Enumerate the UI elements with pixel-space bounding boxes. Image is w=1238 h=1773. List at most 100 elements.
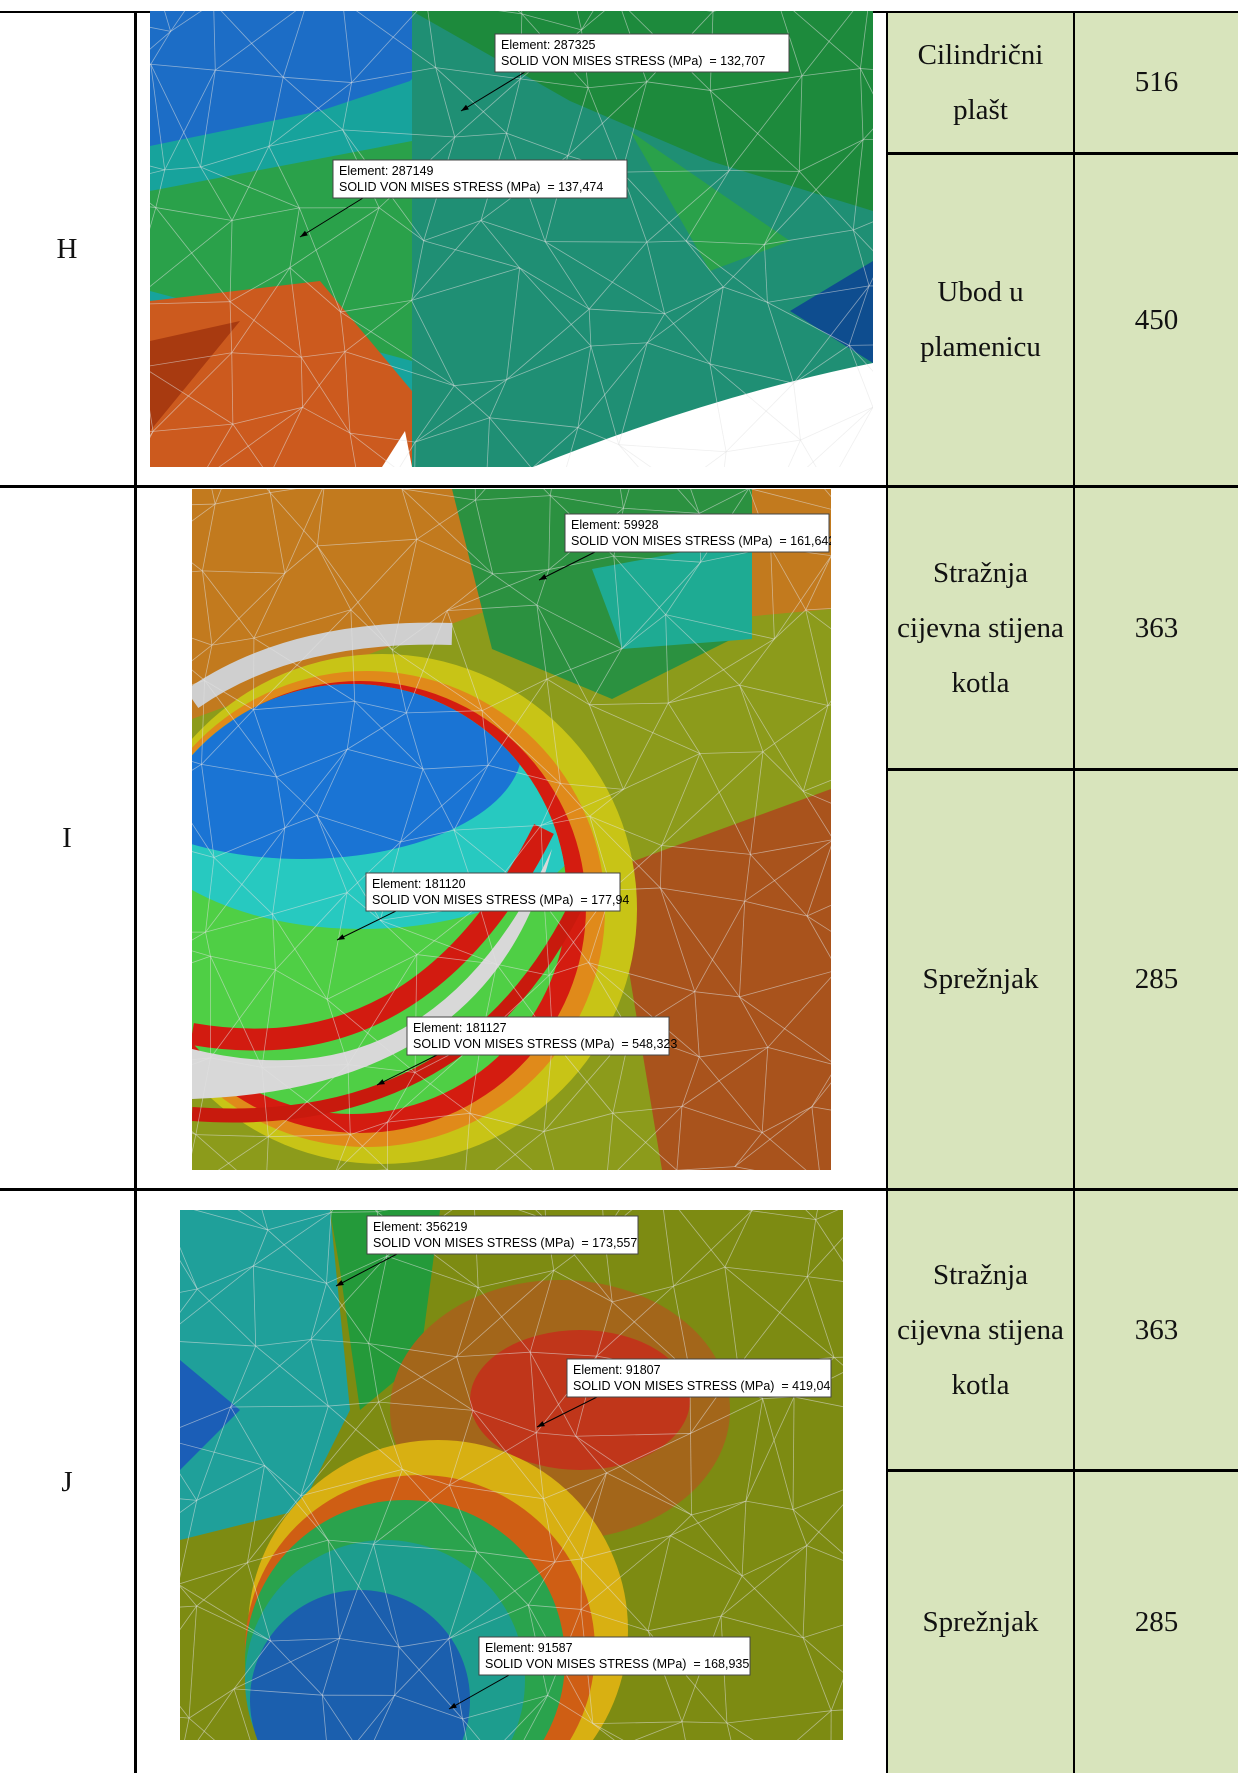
mesh-line [349,432,395,467]
callout-element: Element: 91587 [485,1641,573,1655]
part-name-text: Stražnja cijevna stijena kotla [897,1258,1064,1401]
mesh-line [690,1433,692,1515]
mesh-line [739,685,764,752]
mesh-line [589,702,669,706]
mesh-line [416,905,480,955]
mesh-line [661,753,701,846]
mesh-line [192,637,213,646]
mesh-line [215,69,284,78]
mesh-line [577,345,592,428]
mesh-line [690,1398,763,1434]
mesh-line [331,1211,377,1213]
mesh-line [506,308,590,380]
mesh-line [253,573,286,639]
mesh-line [587,87,623,173]
mesh-line [231,352,234,425]
mesh-line [806,1504,843,1546]
mesh-line [489,417,532,467]
mesh-line [767,302,794,384]
mesh-line [543,1498,582,1560]
mesh-line [150,220,233,287]
mesh-line [661,845,751,855]
mesh-line [152,352,233,432]
mesh-line [229,301,302,358]
mesh-line [340,311,346,352]
mesh-line [204,645,213,681]
mesh-line [709,286,724,364]
mesh-line [200,70,216,168]
mesh-line [665,614,669,704]
mesh-line [268,129,343,147]
mesh-line [659,887,696,992]
mesh-line [317,545,393,651]
mesh-line [677,489,700,514]
mesh-line [415,417,490,443]
mesh-line [698,1056,763,1133]
mesh-line [848,345,873,408]
mesh-line [774,609,807,640]
mesh-line [770,547,807,611]
mesh-line [346,892,381,921]
mesh-line [252,1265,257,1347]
mesh-line [272,827,286,915]
mesh-line [268,1134,351,1138]
mesh-line [349,433,357,467]
mesh-line [268,77,284,147]
mesh-line [694,991,700,1057]
mesh-line [310,1339,329,1407]
mesh-line [448,1561,556,1640]
mesh-line [164,69,216,171]
mesh-line [798,171,854,231]
mesh-line [646,240,687,243]
mesh-line [623,753,701,790]
mesh-line [192,1057,211,1061]
mesh-line [612,1285,674,1303]
mesh-line [201,763,277,778]
mesh-line [422,768,455,831]
mesh-line [270,1638,340,1642]
mesh-line [575,1433,691,1437]
mesh-line [196,1605,271,1642]
mesh-line [230,1406,265,1466]
mesh-line [340,207,380,313]
mesh-line [577,427,619,446]
mesh-line [301,351,345,358]
mesh-line [767,285,870,303]
mesh-line [155,207,233,221]
mesh-line [300,357,303,408]
mesh-line [302,406,351,434]
mesh-line [739,901,746,997]
mesh-line [180,1498,197,1501]
mesh-line [728,75,803,171]
mesh-line [481,678,548,712]
mesh-line [489,417,579,428]
mesh-line [289,207,380,268]
mesh-line [449,1484,544,1500]
part-name-text: Stražnja cijevna stijena kotla [897,556,1064,699]
mesh-line [344,300,412,352]
mesh-line [589,789,624,817]
mesh-line [233,1688,323,1696]
mesh-line [233,1688,251,1740]
mesh-line [720,1575,743,1617]
callout-arrow [335,1253,398,1287]
mesh-line [839,407,873,467]
mesh-line [590,342,648,347]
mesh-line [373,1484,450,1545]
mesh-line [739,971,831,998]
mesh-line [589,308,665,315]
mesh-line [806,845,831,917]
mesh-line [253,1265,327,1284]
mesh-line [741,1501,747,1576]
mesh-line [806,915,831,932]
mesh-line [400,764,489,843]
mesh-line [188,1717,215,1740]
mesh-line [815,1210,839,1220]
mesh-line [647,342,710,365]
mesh-line [266,1136,269,1170]
mesh-line [567,87,589,156]
mesh-line [681,1721,727,1724]
mesh-line [618,444,639,467]
mesh-line [709,363,727,452]
fea-image: Element: 59928 SOLID VON MISES STRESS (MP… [192,489,831,1170]
